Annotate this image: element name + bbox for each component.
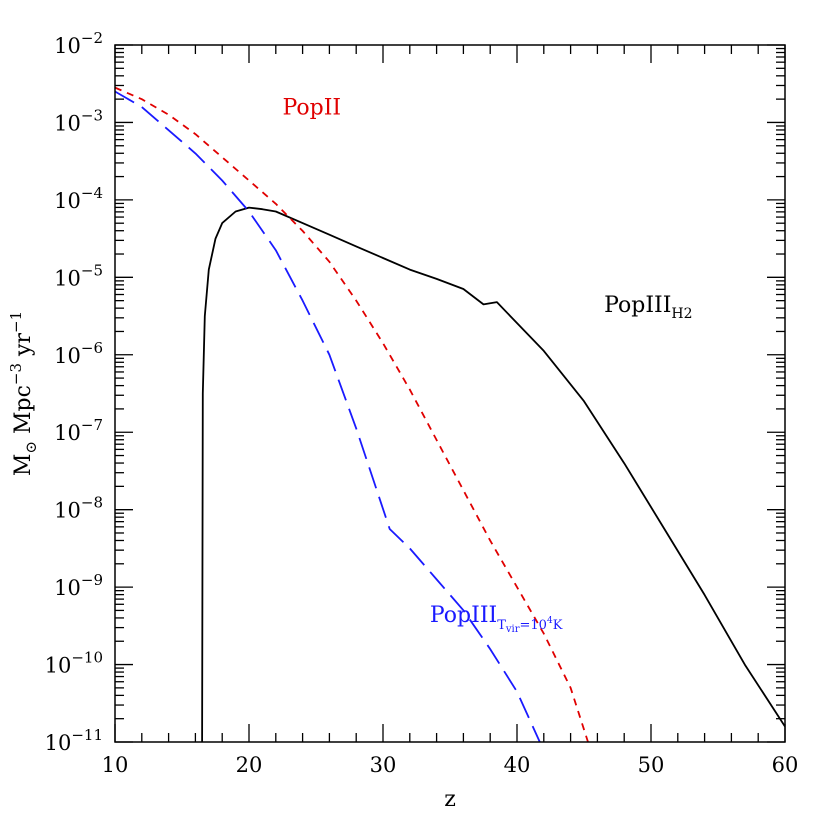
y-axis-title-mpc-exp: −3 bbox=[7, 363, 25, 385]
y-tick-label-base: 10 bbox=[54, 111, 81, 135]
y-tick-label-base: 10 bbox=[54, 576, 81, 600]
y-tick-label-exponent: −5 bbox=[81, 261, 103, 279]
series-label-popiii-tvir-sub-k: K bbox=[553, 618, 563, 633]
x-tick-label: 40 bbox=[504, 753, 531, 777]
y-tick-label-base: 10 bbox=[45, 731, 72, 755]
y-tick-label: 10−8 bbox=[54, 494, 103, 523]
y-tick-label-exponent: −9 bbox=[81, 571, 103, 589]
y-tick-label-exponent: −11 bbox=[71, 726, 103, 744]
series-line-popiii-tvir bbox=[115, 90, 541, 742]
series-label-popiii-tvir-sub-eq: =10 bbox=[520, 618, 547, 633]
plot-frame bbox=[114, 44, 786, 743]
y-axis-title-prefix: M bbox=[11, 454, 36, 477]
y-tick-label-exponent: −4 bbox=[81, 184, 103, 202]
y-tick-label-exponent: −6 bbox=[81, 339, 103, 357]
y-tick-label-base: 10 bbox=[54, 499, 81, 523]
axis-ticks bbox=[114, 44, 786, 743]
y-tick-label: 10−11 bbox=[45, 726, 103, 755]
x-tick-label: 30 bbox=[370, 753, 397, 777]
series-label-popiii-h2-sub: H2 bbox=[671, 306, 692, 322]
x-tick-label: 20 bbox=[236, 753, 263, 777]
series-label-popii-text: PopII bbox=[283, 96, 342, 121]
y-axis-title-yr: yr bbox=[11, 333, 36, 363]
y-tick-label-base: 10 bbox=[54, 189, 81, 213]
y-axis-title: M⊙ Mpc−3 yr−1 bbox=[7, 311, 40, 476]
y-axis-title-yr-exp: −1 bbox=[7, 311, 25, 333]
y-tick-label: 10−3 bbox=[54, 106, 103, 135]
y-tick-label-exponent: −7 bbox=[81, 416, 103, 434]
series-label-popiii-tvir-sub-exp: 4 bbox=[547, 616, 553, 626]
x-axis-title: z bbox=[444, 787, 456, 812]
y-tick-label: 10−6 bbox=[54, 339, 103, 368]
y-tick-label-base: 10 bbox=[54, 34, 81, 58]
series-label-popiii-tvir-sub-t: T bbox=[497, 618, 506, 633]
x-tick-label: 60 bbox=[772, 753, 799, 777]
y-tick-label: 10−10 bbox=[45, 649, 103, 678]
y-axis-title-sun: ⊙ bbox=[22, 441, 40, 454]
y-tick-label-base: 10 bbox=[54, 266, 81, 290]
y-tick-label: 10−9 bbox=[54, 571, 103, 600]
annotations: PopII PopIIIH2 PopIIITvir=104K bbox=[283, 96, 693, 635]
y-tick-label-exponent: −8 bbox=[81, 494, 103, 512]
y-tick-label-base: 10 bbox=[54, 421, 81, 445]
series-label-popiii-h2-text: PopIII bbox=[604, 293, 671, 318]
y-tick-label: 10−7 bbox=[54, 416, 103, 445]
series-layer bbox=[115, 86, 785, 742]
y-tick-label: 10−5 bbox=[54, 261, 103, 290]
y-tick-label-exponent: −10 bbox=[71, 649, 103, 667]
y-tick-label: 10−4 bbox=[54, 184, 103, 213]
series-label-popiii-tvir-sub-vir: vir bbox=[505, 624, 520, 635]
y-tick-label-exponent: −3 bbox=[81, 106, 103, 124]
y-tick-label-exponent: −2 bbox=[81, 29, 103, 47]
series-line-popii bbox=[115, 86, 589, 742]
series-label-popiii-tvir: PopIIITvir=104K bbox=[430, 603, 563, 635]
y-tick-label: 10−2 bbox=[54, 29, 103, 58]
tick-labels: 10 20 30 40 50 6010−210−310−410−510−610−710−8… bbox=[45, 29, 799, 777]
y-tick-label-base: 10 bbox=[45, 654, 72, 678]
y-tick-label-base: 10 bbox=[54, 344, 81, 368]
y-axis-title-mpc: Mpc bbox=[11, 385, 36, 441]
series-label-popiii-h2: PopIIIH2 bbox=[604, 293, 692, 322]
x-tick-label: 10 bbox=[102, 753, 129, 777]
series-label-popii: PopII bbox=[283, 96, 342, 121]
series-line-popiii-h2 bbox=[201, 206, 785, 742]
x-tick-label: 50 bbox=[638, 753, 665, 777]
series-label-popiii-tvir-text: PopIII bbox=[430, 603, 497, 628]
